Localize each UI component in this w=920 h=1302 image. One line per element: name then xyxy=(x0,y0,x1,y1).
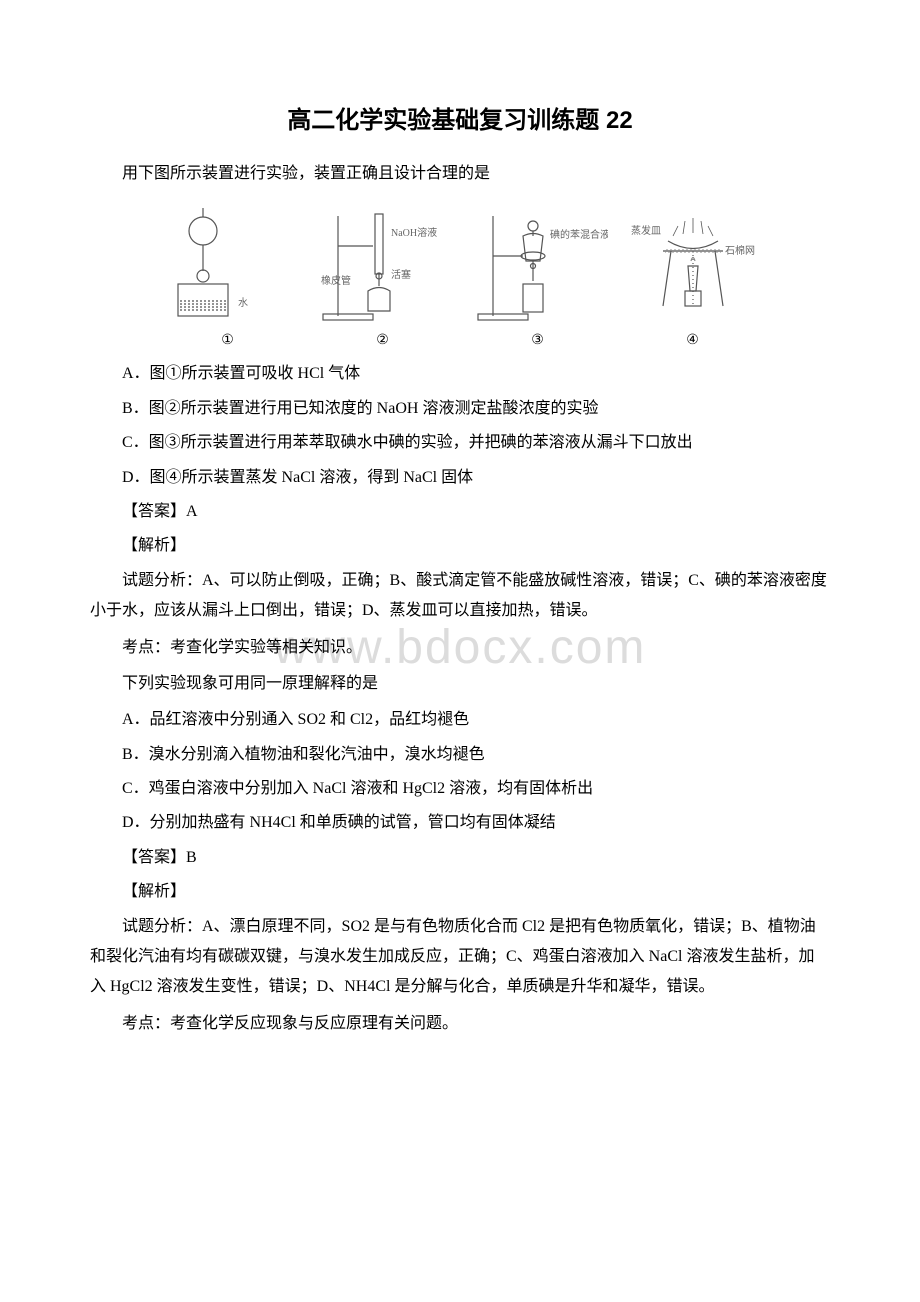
q2-explain: 试题分析：A、漂白原理不同，SO2 是与有色物质化合而 Cl2 是把有色物质氧化… xyxy=(90,912,830,1003)
label-naoh: NaOH溶液 xyxy=(391,226,437,239)
q1-stem: 用下图所示装置进行实验，装置正确且设计合理的是 xyxy=(90,159,830,189)
label-iodine: 碘的苯混合液 xyxy=(550,228,608,241)
diagram-2-svg: NaOH溶液 橡皮管 活塞 xyxy=(313,206,453,326)
diagram-1-svg: 水 xyxy=(158,206,298,326)
diagram-2-label: ② xyxy=(376,332,389,349)
q2-answer: 【答案】B xyxy=(90,843,830,873)
label-rubber: 橡皮管 xyxy=(321,274,351,287)
q2-option-b: B．溴水分别滴入植物油和裂化汽油中，溴水均褪色 xyxy=(90,740,830,770)
diagram-4-label: ④ xyxy=(686,332,699,349)
q2-option-a: A．品红溶液中分别通入 SO2 和 Cl2，品红均褪色 xyxy=(90,705,830,735)
q2-option-d: D．分别加热盛有 NH4Cl 和单质碘的试管，管口均有固体凝结 xyxy=(90,808,830,838)
q1-explain-label: 【解析】 xyxy=(90,531,830,561)
diagram-3-svg: 碘的苯混合液 xyxy=(468,206,608,326)
diagram-4: 蒸发皿 石棉网 ④ xyxy=(623,206,763,349)
label-gauze: 石棉网 xyxy=(725,244,755,257)
label-stopcock: 活塞 xyxy=(391,268,411,281)
q2-kaodian: 考点：考查化学反应现象与反应原理有关问题。 xyxy=(90,1009,830,1039)
diagram-4-svg: 蒸发皿 石棉网 xyxy=(623,206,763,326)
diagram-3: 碘的苯混合液 ③ xyxy=(468,206,608,349)
q1-option-d: D．图④所示装置蒸发 NaCl 溶液，得到 NaCl 固体 xyxy=(90,463,830,493)
q2-explain-label: 【解析】 xyxy=(90,877,830,907)
q1-kaodian: 考点：考查化学实验等相关知识。 xyxy=(90,633,830,663)
diagram-1-label: ① xyxy=(221,332,234,349)
q1-answer: 【答案】A xyxy=(90,497,830,527)
q1-option-b: B．图②所示装置进行用已知浓度的 NaOH 溶液测定盐酸浓度的实验 xyxy=(90,394,830,424)
q2-option-c: C．鸡蛋白溶液中分别加入 NaCl 溶液和 HgCl2 溶液，均有固体析出 xyxy=(90,774,830,804)
label-evapdish: 蒸发皿 xyxy=(631,224,661,237)
document-body: 高二化学实验基础复习训练题 22 用下图所示装置进行实验，装置正确且设计合理的是… xyxy=(90,100,830,1039)
q1-option-a: A．图①所示装置可吸收 HCl 气体 xyxy=(90,359,830,389)
label-water: 水 xyxy=(238,297,248,309)
q1-option-c: C．图③所示装置进行用苯萃取碘水中碘的实验，并把碘的苯溶液从漏斗下口放出 xyxy=(90,428,830,458)
q2-stem: 下列实验现象可用同一原理解释的是 xyxy=(90,669,830,699)
page-title: 高二化学实验基础复习训练题 22 xyxy=(90,100,830,135)
diagram-1: 水 ① xyxy=(158,206,298,349)
q1-diagrams: 水 ① NaOH溶液 橡皮管 活塞 ② xyxy=(150,199,770,349)
q1-explain: 试题分析：A、可以防止倒吸，正确；B、酸式滴定管不能盛放碱性溶液，错误；C、碘的… xyxy=(90,566,830,627)
diagram-2: NaOH溶液 橡皮管 活塞 ② xyxy=(313,206,453,349)
diagram-3-label: ③ xyxy=(531,332,544,349)
